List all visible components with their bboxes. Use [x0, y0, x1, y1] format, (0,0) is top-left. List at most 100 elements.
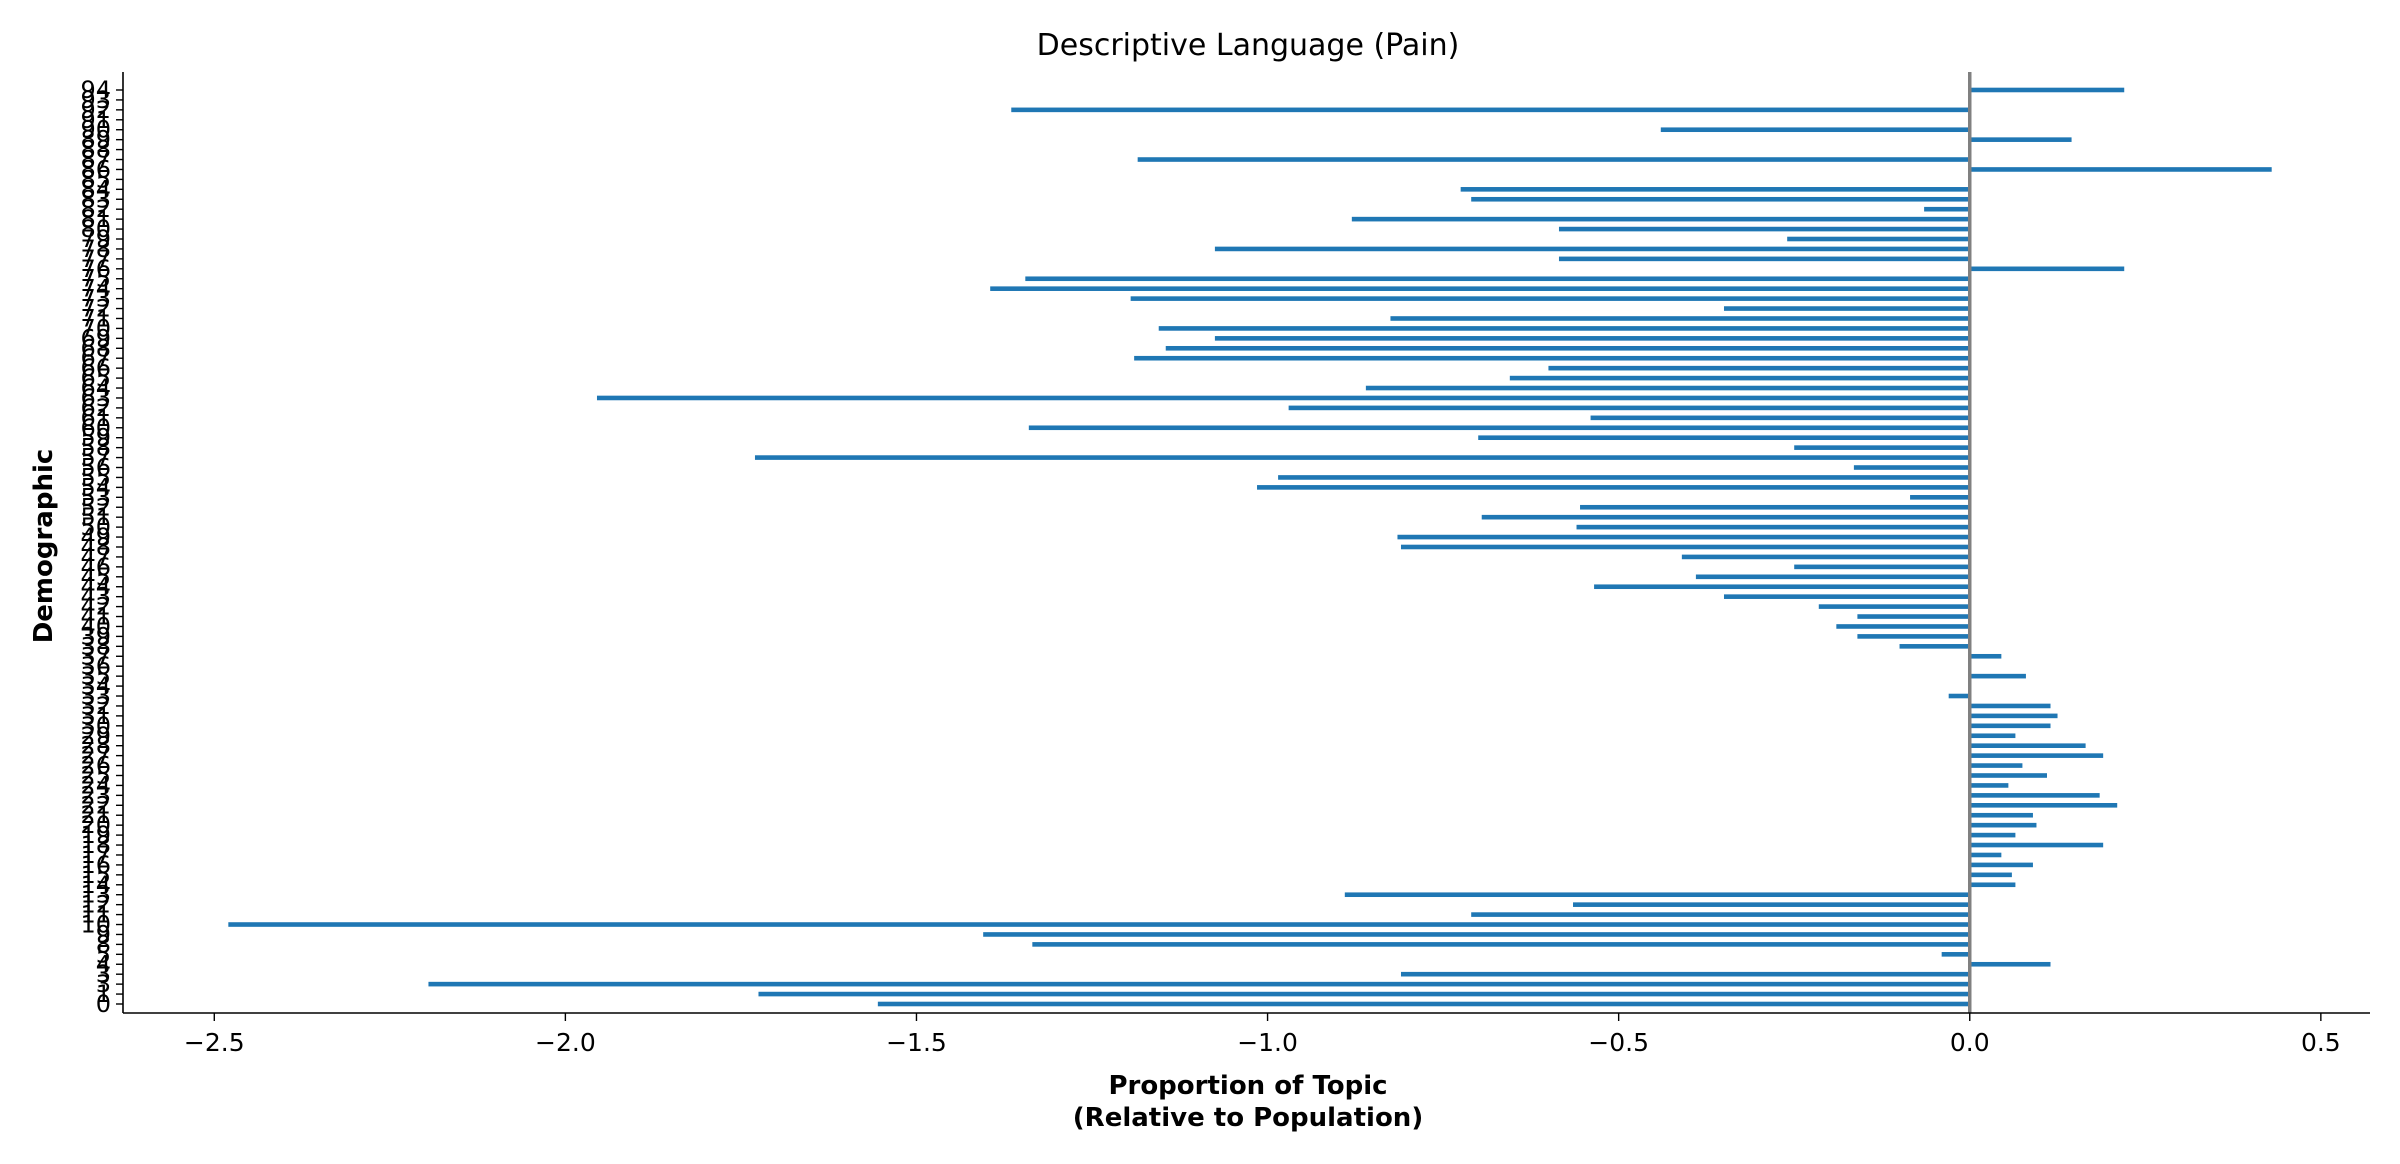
- y-tick-label: 84: [80, 175, 111, 203]
- bar-50: [1580, 504, 1970, 510]
- bar-31: [1948, 693, 1970, 699]
- y-tick-label: 54: [80, 473, 111, 501]
- bar-55: [754, 455, 1970, 460]
- y-tick-label: 63: [80, 384, 111, 412]
- bar-77: [1787, 236, 1970, 242]
- x-axis-label: Proportion of Topic: [1108, 1071, 1387, 1101]
- y-tick-label: 57: [80, 444, 111, 472]
- y-tick-label: 3: [96, 970, 111, 998]
- y-tick-label: 81: [80, 205, 111, 233]
- bar-2: [428, 981, 1970, 987]
- y-tick-label: 83: [80, 185, 111, 213]
- y-tick-label: 92: [80, 96, 111, 124]
- y-tick-label: 11: [80, 901, 111, 929]
- y-tick-label: 75: [80, 265, 111, 293]
- bar-42: [1594, 584, 1970, 590]
- bar-92: [1969, 87, 2125, 93]
- x-tick-label: −1.0: [1237, 1028, 1298, 1057]
- bar-69: [1390, 316, 1970, 321]
- bar-15: [1969, 852, 2002, 858]
- bar-48: [1576, 524, 1970, 530]
- y-tick-label: 24: [80, 771, 111, 799]
- y-tick-label: 64: [80, 374, 111, 402]
- y-tick-label: 69: [80, 324, 111, 352]
- bar-3: [1400, 971, 1970, 977]
- bar-78: [1558, 226, 1970, 232]
- y-tick-label: 58: [80, 434, 111, 462]
- y-tick-label: 67: [80, 344, 111, 372]
- y-axis-label: Demographic: [29, 449, 59, 644]
- y-tick-label: 68: [80, 334, 111, 362]
- y-tick-label: 23: [80, 781, 111, 809]
- bar-85: [1137, 157, 1970, 162]
- y-tick-label: 25: [80, 761, 111, 789]
- y-tick-label: 38: [80, 632, 111, 660]
- bar-44: [1794, 564, 1970, 570]
- bar-37: [1857, 634, 1970, 639]
- bar-90: [1011, 107, 1970, 113]
- y-tick-label: 48: [80, 533, 111, 561]
- y-axis: 0133458910111213141516171819202122232425…: [80, 72, 124, 1018]
- y-tick-label: 86: [80, 155, 111, 183]
- y-tick-label: 73: [80, 285, 111, 313]
- bar-45: [1681, 554, 1970, 560]
- y-tick-label: 52: [80, 493, 111, 521]
- y-tick-label: 91: [80, 106, 111, 134]
- x-tick-label: −1.5: [886, 1028, 947, 1057]
- bar-18: [1969, 822, 2037, 828]
- y-tick-label: 82: [80, 195, 111, 223]
- y-tick-label: 71: [80, 304, 111, 332]
- bar-5: [1941, 952, 1970, 957]
- y-tick-label: 49: [80, 523, 111, 551]
- bar-4: [1969, 961, 2051, 967]
- bar-82: [1460, 187, 1970, 192]
- bar-39: [1857, 614, 1970, 619]
- y-tick-label: 43: [80, 583, 111, 611]
- y-tick-label: 30: [80, 712, 111, 740]
- bar-40: [1818, 604, 1970, 609]
- bar-71: [1130, 296, 1970, 301]
- bar-41: [1723, 594, 1970, 599]
- bar-58: [1028, 425, 1970, 431]
- bar-65: [1134, 355, 1970, 361]
- y-tick-label: 80: [80, 215, 111, 243]
- bar-56: [1794, 445, 1970, 450]
- bar-81: [1471, 196, 1970, 202]
- bar-84: [1969, 167, 2272, 172]
- y-tick-label: 79: [80, 225, 111, 253]
- bar-79: [1351, 216, 1970, 222]
- y-tick-label: 36: [80, 652, 111, 680]
- bar-17: [1969, 832, 2016, 838]
- y-tick-label: 77: [80, 245, 111, 273]
- y-tick-label: 40: [80, 612, 111, 640]
- y-tick-label: 14: [80, 871, 111, 899]
- bar-47: [1397, 534, 1970, 540]
- bar-28: [1969, 723, 2051, 729]
- y-tick-label: 18: [80, 831, 111, 859]
- y-tick-label: 35: [80, 662, 111, 690]
- y-tick-label: 85: [80, 165, 111, 193]
- bar-24: [1969, 763, 2023, 768]
- y-tick-label: 0: [96, 990, 111, 1018]
- bar-53: [1278, 475, 1970, 480]
- bar-52: [1257, 485, 1970, 490]
- bar-35: [1969, 653, 2002, 659]
- y-tick-label: 12: [80, 891, 111, 919]
- bar-49: [1481, 514, 1970, 520]
- bar-1: [758, 991, 1970, 997]
- y-tick-label: 45: [80, 563, 111, 591]
- bar-51: [1910, 495, 1970, 500]
- y-tick-label: 93: [80, 86, 111, 114]
- y-tick-label: 51: [80, 503, 111, 531]
- chart-title: Descriptive Language (Pain): [1037, 28, 1460, 63]
- bar-0: [877, 1001, 1970, 1007]
- y-tick-label: 76: [80, 255, 111, 283]
- bar-62: [1365, 385, 1970, 391]
- y-tick-label: 78: [80, 235, 111, 263]
- bar-46: [1400, 544, 1970, 550]
- y-tick-label: 41: [80, 603, 111, 631]
- y-tick-label: 1: [96, 980, 111, 1008]
- y-tick-label: 9: [96, 920, 111, 948]
- bar-43: [1695, 574, 1970, 580]
- x-tick-label: 0.0: [1950, 1028, 1990, 1057]
